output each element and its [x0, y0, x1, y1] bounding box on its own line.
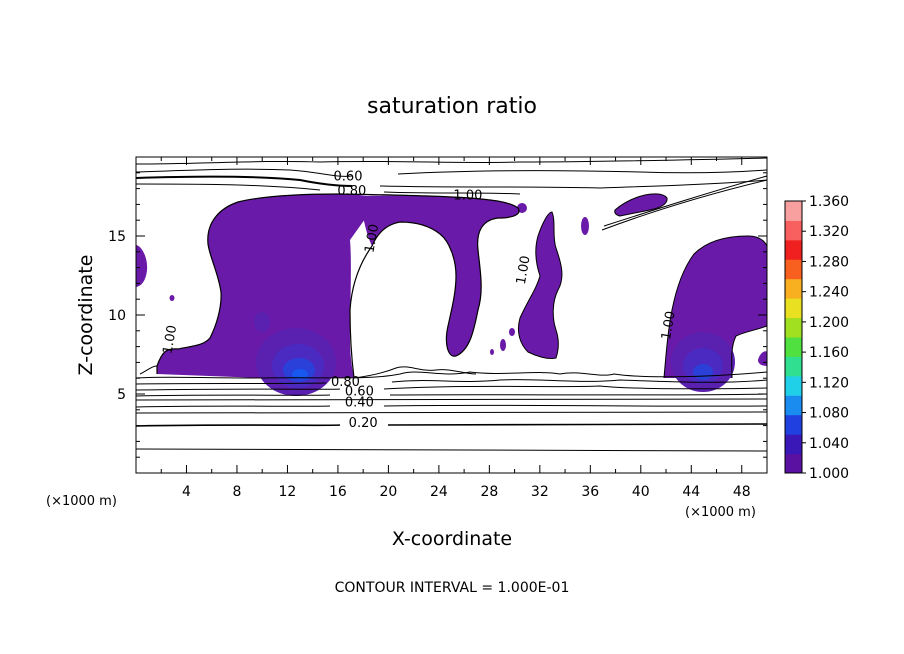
contour-line: [135, 183, 521, 195]
contour-line: [379, 179, 768, 189]
x-axis-ticks: 4 8 12 16 20 24 28 32 36 40 44 48: [160, 157, 751, 500]
colorbar-segment: [785, 453, 802, 474]
colorbar-segment: [785, 298, 802, 319]
contour-line: [135, 157, 768, 165]
chart-title: saturation ratio: [367, 94, 537, 119]
y-tick-label: 10: [108, 308, 126, 324]
colorbar-tick-label: 1.280: [809, 254, 849, 270]
contour-line: [135, 385, 768, 391]
colorbar-segment: [785, 356, 802, 377]
colorbar-segment: [785, 259, 802, 280]
contour-line-1.00: [517, 211, 563, 359]
region-central: [360, 195, 520, 357]
colorbar-tick-label: 1.120: [809, 375, 849, 391]
colorbar: 1.360 1.320 1.280 1.240 1.200 1.160 1.120 1.080…: [784, 194, 849, 482]
speck: [500, 339, 506, 351]
colorbar-segment: [785, 278, 802, 299]
colorbar-segment: [785, 395, 802, 416]
colorbar-segment: [785, 201, 802, 221]
x-tick-label: 44: [682, 484, 700, 500]
contour-line: [601, 179, 768, 231]
y-tick-label: 15: [108, 229, 126, 245]
x-tick-label: 40: [632, 484, 650, 500]
colorbar-tick-label: 1.200: [809, 315, 849, 331]
speck: [169, 295, 175, 301]
x-tick-label: 28: [480, 484, 498, 500]
speck: [581, 217, 589, 235]
colorbar-segment: [785, 375, 802, 396]
x-tick-label: 4: [182, 484, 191, 500]
contour-line-1.00: [663, 235, 768, 379]
contour-line: [135, 393, 768, 397]
x-tick-label: 12: [279, 484, 297, 500]
x-axis-label: X-coordinate: [392, 528, 512, 550]
region-west-main: [157, 194, 380, 378]
contour-line: [135, 404, 768, 408]
colorbar-segment: [785, 434, 802, 455]
contour-lines: [135, 157, 768, 452]
colorbar-tick-label: 1.320: [809, 224, 849, 240]
contour-label: 1.00: [161, 324, 181, 355]
y-tick-label: 5: [117, 387, 126, 403]
contour-line-1.00: [614, 193, 668, 217]
contour-label: 0.80: [331, 375, 360, 390]
contour-label: 0.40: [345, 396, 374, 411]
contour-line: [135, 423, 768, 427]
colorbar-tick-label: 1.000: [809, 466, 849, 482]
region-upper-east: [614, 194, 668, 216]
x-unit-note-left: (×1000 m): [46, 494, 117, 509]
colorbar-segment: [785, 414, 802, 435]
y-axis-label: Z-coordinate: [75, 255, 97, 376]
contour-line: [135, 411, 768, 414]
contour-line: [135, 398, 768, 401]
core-west-peak: [292, 369, 308, 379]
speck: [509, 328, 515, 336]
y-axis-ticks: 5 10 15: [108, 172, 767, 458]
colorbar-tick-label: 1.040: [809, 436, 849, 452]
contour-line: [135, 448, 768, 452]
colorbar-tick-label: 1.080: [809, 406, 849, 422]
contour-line: [135, 371, 768, 379]
x-unit-note-right: (×1000 m): [685, 505, 756, 520]
contour-line: [135, 175, 353, 187]
colorbar-segment: [785, 239, 802, 260]
colorbar-tick-label: 1.240: [809, 285, 849, 301]
supersaturation-fills: [136, 194, 767, 378]
colorbar-segment: [785, 337, 802, 357]
region-west-edge: [136, 245, 148, 287]
contour-line: [135, 168, 768, 177]
x-tick-label: 32: [531, 484, 549, 500]
x-tick-label: 16: [329, 484, 347, 500]
contour-label: 0.80: [337, 184, 366, 199]
contour-label: 0.60: [345, 385, 374, 400]
core-wisp: [254, 312, 270, 332]
plot-area: 0.200.400.600.800.600.80 1.001.001.001.00…: [108, 156, 768, 500]
contour-label: 1.00: [453, 189, 482, 204]
contour-interval-note: CONTOUR INTERVAL = 1.000E-01: [335, 580, 570, 596]
contour-line-1.00: [156, 193, 520, 379]
contour-label: 1.00: [514, 255, 534, 286]
colorbar-tick-label: 1.360: [809, 194, 849, 210]
x-tick-label: 48: [733, 484, 751, 500]
colorbar-segment: [785, 317, 802, 338]
x-tick-label: 20: [379, 484, 397, 500]
contour-line: [139, 365, 477, 379]
x-tick-label: 8: [232, 484, 241, 500]
core-east-inner: [693, 364, 713, 380]
colorbar-segment: [785, 220, 802, 241]
contour-labels: 0.200.400.600.800.600.80 1.001.001.001.00…: [161, 170, 679, 431]
x-tick-label: 36: [581, 484, 599, 500]
x-tick-label: 24: [430, 484, 448, 500]
contour-label: 1.00: [659, 310, 679, 341]
contour-label: 0.20: [349, 416, 378, 431]
contour-line: [135, 379, 768, 385]
colorbar-tick-label: 1.160: [809, 345, 849, 361]
region-center-east: [518, 212, 562, 359]
contour-label: 0.60: [334, 170, 363, 185]
contour-label: 1.00: [362, 223, 382, 254]
speck: [490, 349, 494, 355]
colorbar-frame: [784, 200, 803, 474]
